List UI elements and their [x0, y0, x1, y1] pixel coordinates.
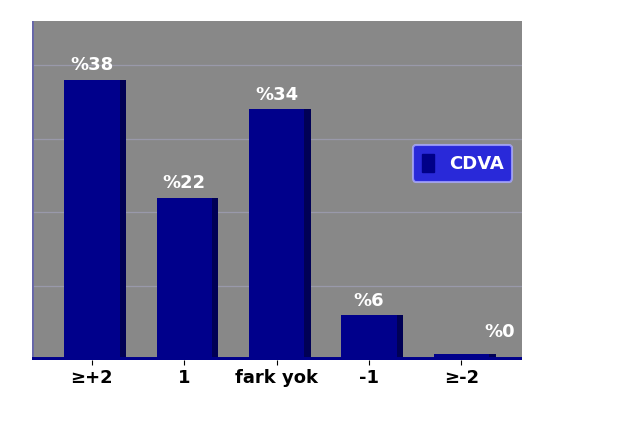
- Text: %6: %6: [354, 291, 384, 310]
- Text: %0: %0: [485, 323, 515, 341]
- Bar: [64, 80, 120, 360]
- Bar: [440, 354, 495, 365]
- Bar: [71, 80, 126, 365]
- Bar: [163, 198, 218, 365]
- Bar: [256, 110, 311, 365]
- Text: %38: %38: [70, 56, 113, 74]
- Bar: [434, 354, 489, 360]
- Bar: [342, 316, 397, 360]
- Text: %34: %34: [255, 85, 298, 104]
- Text: %22: %22: [163, 174, 206, 192]
- Legend: CDVA: CDVA: [413, 145, 513, 182]
- Bar: [156, 198, 212, 360]
- Bar: [348, 316, 403, 365]
- Bar: [249, 110, 305, 360]
